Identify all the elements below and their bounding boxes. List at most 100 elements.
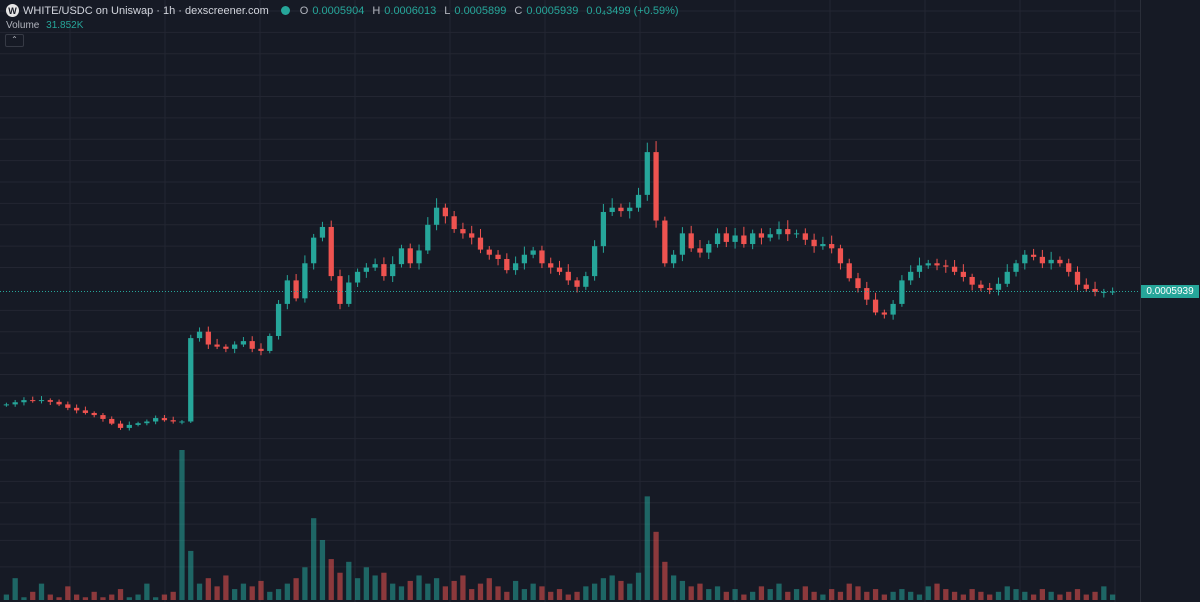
volume-bar — [1004, 586, 1010, 600]
candle-body — [776, 229, 782, 235]
low-key: L — [444, 4, 451, 17]
candle-body — [872, 299, 879, 313]
candle-body — [688, 233, 694, 249]
candle-body — [302, 263, 308, 299]
volume-value: 31.852K — [46, 20, 84, 31]
volume-bar — [223, 575, 229, 600]
volume-bar — [1039, 589, 1046, 600]
candle-body — [978, 284, 984, 289]
candle-body — [100, 415, 106, 419]
volume-bar — [530, 583, 536, 600]
candle-body — [987, 288, 993, 290]
volume-bar — [416, 575, 422, 600]
candle-body — [56, 401, 62, 405]
volume-bar — [1048, 591, 1054, 600]
candle-body — [205, 331, 211, 345]
volume-bar — [635, 572, 642, 600]
volume-bar — [600, 578, 607, 600]
candle-body — [170, 420, 176, 422]
candle-body — [916, 265, 923, 272]
candle-body — [1057, 259, 1063, 264]
candle-body — [820, 244, 826, 247]
volume-bar — [328, 559, 334, 600]
volume-bar — [916, 594, 923, 600]
candle-body — [91, 412, 97, 416]
volume-bar — [73, 594, 80, 600]
volume-bar — [679, 580, 686, 600]
volume-bar — [1109, 594, 1116, 600]
candle-body — [995, 283, 1002, 290]
volume-bar — [723, 591, 729, 600]
volume-bar — [144, 583, 150, 600]
volume-bar — [91, 591, 97, 600]
candle-body — [1004, 271, 1010, 284]
candle-body — [38, 400, 45, 402]
volume-bar — [170, 591, 176, 600]
candle-body — [240, 341, 247, 345]
volume-bar — [864, 591, 870, 600]
volume-bar — [372, 575, 378, 600]
candle-body — [697, 248, 703, 253]
volume-bar — [767, 589, 773, 600]
volume-bar — [302, 567, 308, 600]
price-scale[interactable] — [1140, 0, 1200, 602]
volume-bar — [284, 583, 290, 600]
candle-body — [407, 248, 413, 264]
candle-body — [284, 280, 290, 304]
volume-bar — [653, 531, 659, 600]
candle-body — [214, 344, 220, 347]
volume-bar — [1022, 591, 1028, 600]
candle-body — [881, 312, 887, 315]
volume-bar — [969, 589, 975, 600]
volume-bar — [126, 597, 132, 600]
volume-bar — [951, 591, 958, 600]
token-logo-icon: W — [6, 4, 19, 17]
candle-body — [381, 264, 387, 277]
volume-bar — [82, 597, 89, 600]
volume-bar — [776, 583, 782, 600]
volume-bar — [267, 591, 273, 600]
candle-body — [1066, 263, 1072, 272]
volume-legend: Volume 31.852K — [6, 20, 87, 31]
volume-bar — [732, 589, 738, 600]
chevron-up-icon[interactable]: ⌃ — [5, 34, 24, 47]
candle-body — [486, 249, 492, 255]
volume-bar — [627, 583, 633, 600]
candle-body — [767, 234, 773, 238]
candle-body — [1109, 291, 1116, 293]
volume-bar — [785, 591, 791, 600]
volume-bar — [943, 589, 949, 600]
candle-body — [372, 264, 378, 268]
candle-body — [416, 250, 422, 264]
candle-body — [451, 216, 457, 230]
volume-bar — [188, 550, 194, 600]
candle-body — [653, 152, 659, 221]
volume-bar — [346, 561, 352, 600]
open-value: 0.0005904 — [312, 4, 365, 17]
high-value: 0.0006013 — [384, 4, 437, 17]
candle-body — [671, 254, 677, 264]
volume-bar — [21, 597, 27, 600]
candle-body — [311, 237, 317, 264]
candle-body — [934, 263, 940, 266]
volume-bar — [232, 589, 238, 600]
symbol-title[interactable]: WHITE/USDC on Uniswap · 1h · dexscreener… — [23, 4, 269, 17]
candle-body — [328, 226, 334, 277]
volume-bar — [872, 589, 879, 600]
volume-bar — [109, 594, 115, 600]
candle-body — [1101, 291, 1107, 293]
candle-body — [539, 250, 545, 264]
candle-body — [837, 248, 844, 264]
candle-body — [758, 233, 765, 238]
candle-body — [390, 264, 396, 277]
candle-body — [609, 207, 615, 212]
volume-bar — [697, 583, 703, 600]
candle-body — [679, 233, 686, 255]
volume-bar — [407, 580, 413, 600]
volume-bar — [196, 583, 203, 600]
volume-bar — [890, 591, 896, 600]
candle-body — [890, 303, 896, 315]
candle-body — [785, 229, 791, 235]
